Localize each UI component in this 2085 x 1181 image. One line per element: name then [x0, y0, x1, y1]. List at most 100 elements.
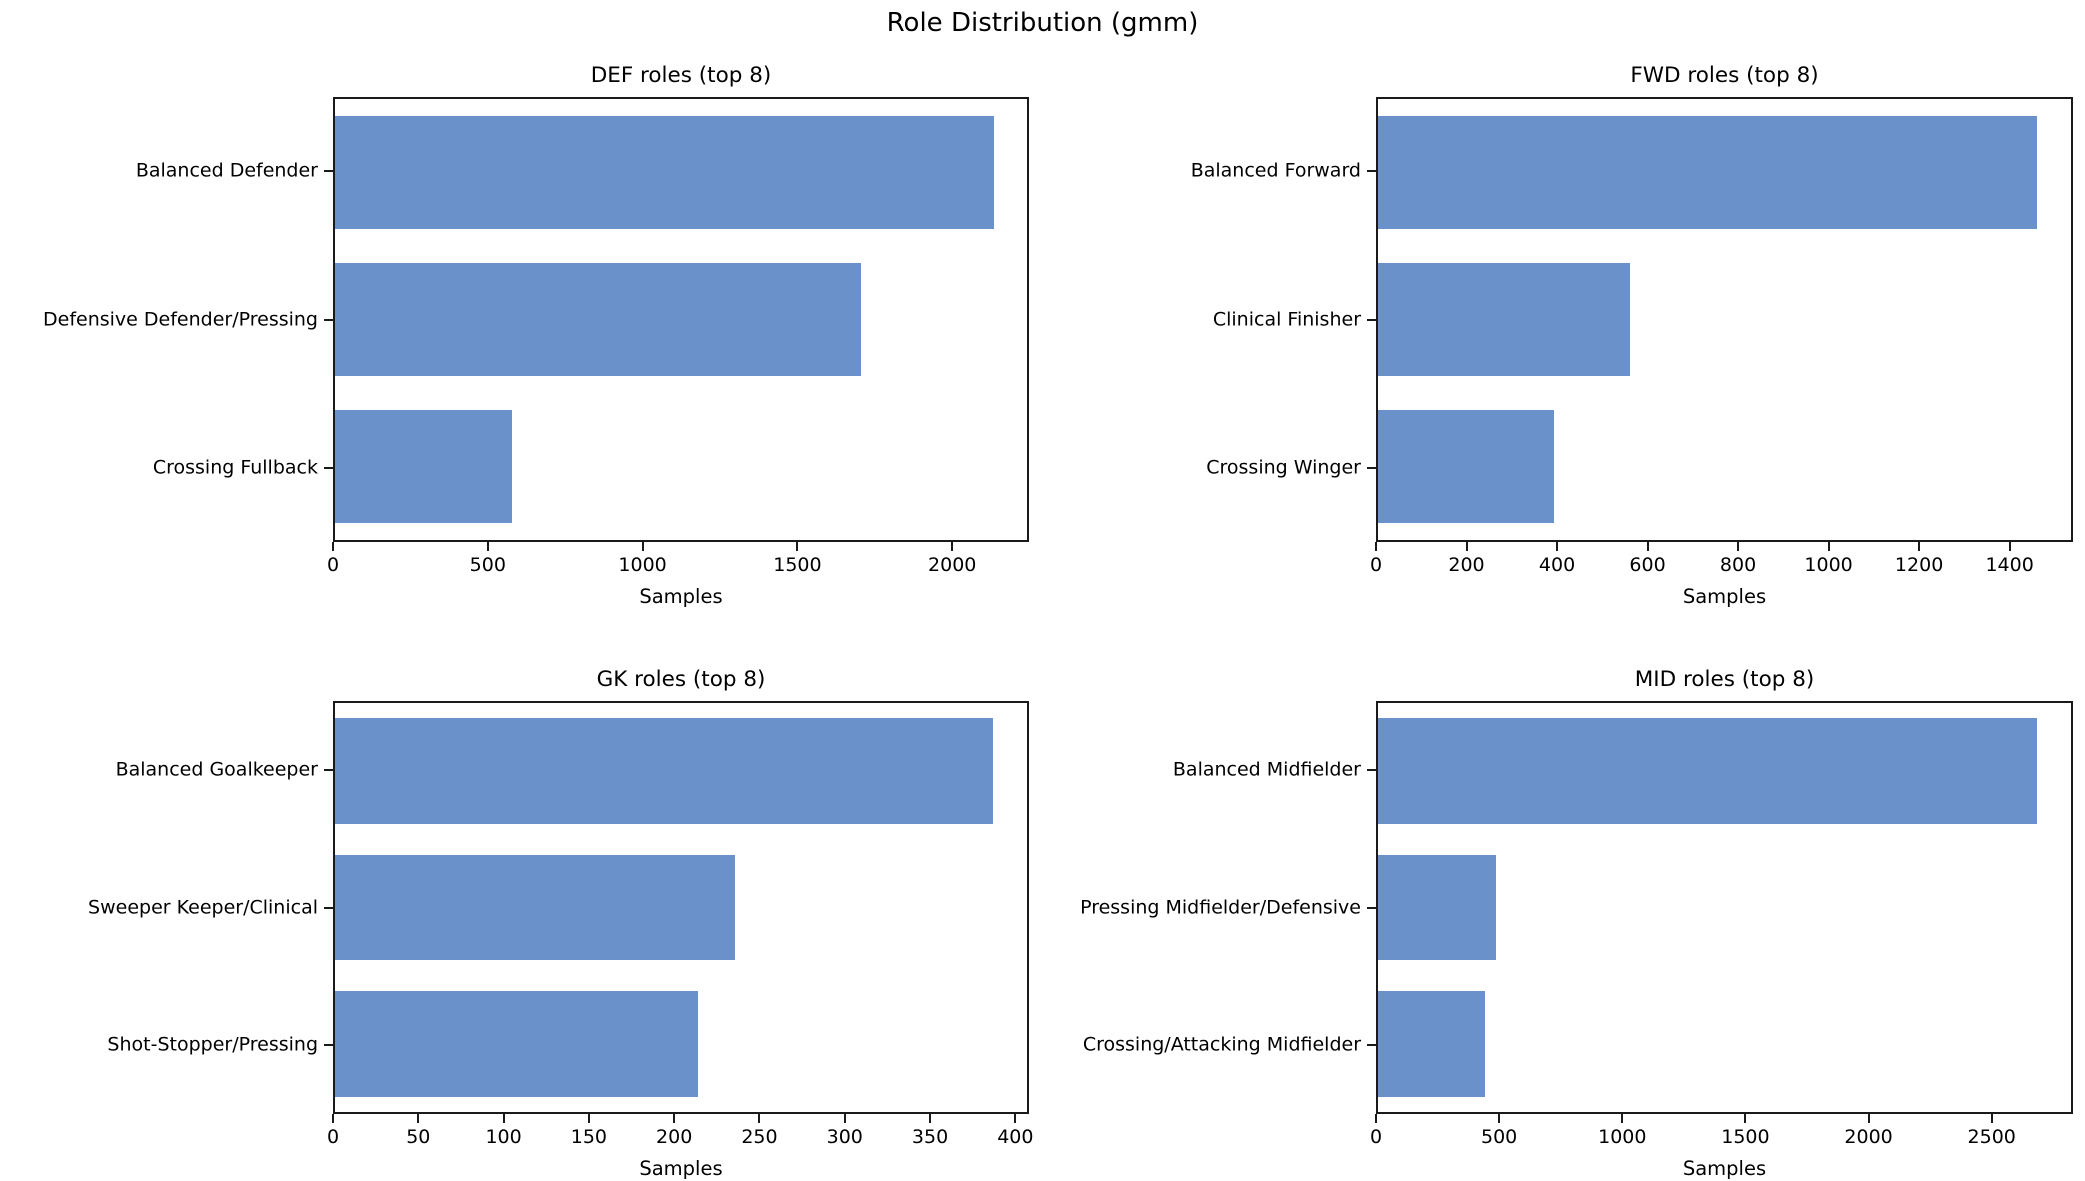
x-axis-label: Samples — [639, 1157, 723, 1180]
x-tick-mark — [332, 1114, 334, 1123]
bar-row — [1378, 99, 2071, 246]
x-tick-mark — [417, 1114, 420, 1123]
x-tick-label: 1000 — [618, 554, 667, 576]
y-tick-mark — [324, 906, 333, 909]
y-tick-label: Shot-Stopper/Pressing — [107, 1033, 318, 1056]
x-tick-label: 1500 — [1721, 1126, 1770, 1148]
bar — [1378, 409, 1554, 524]
bar-row — [335, 99, 1027, 246]
bar — [1378, 262, 1630, 377]
y-tick-mark — [324, 768, 333, 771]
y-tick-mark — [1367, 906, 1376, 909]
bar — [1378, 718, 2037, 824]
bar-row — [335, 839, 1027, 975]
x-tick-mark — [929, 1114, 932, 1123]
bar — [1378, 854, 1496, 961]
y-tick-mark — [324, 466, 333, 469]
x-tick-mark — [641, 542, 644, 551]
x-tick-mark — [486, 542, 489, 551]
x-tick-label: 0 — [1369, 1126, 1383, 1148]
x-tick-label: 0 — [1369, 554, 1383, 576]
x-tick-label: 100 — [485, 1126, 522, 1148]
x-tick-label: 0 — [326, 554, 340, 576]
x-tick-mark — [1465, 542, 1468, 551]
plot-area — [1376, 97, 2073, 542]
x-tick-mark — [332, 542, 334, 551]
y-tick-mark — [324, 318, 333, 321]
y-tick-mark — [1367, 466, 1376, 469]
x-tick-label: 0 — [326, 1126, 340, 1148]
x-tick-label: 600 — [1629, 554, 1666, 576]
bar — [335, 854, 736, 961]
x-tick-label: 500 — [469, 554, 506, 576]
x-tick-mark — [502, 1114, 505, 1123]
x-axis-label: Samples — [639, 585, 723, 608]
bars-container — [335, 703, 1027, 1112]
x-tick-mark — [1498, 1114, 1501, 1123]
bar-row — [335, 976, 1027, 1112]
x-tick-mark — [843, 1114, 846, 1123]
x-tick-label: 1000 — [1804, 554, 1853, 576]
x-tick-mark — [758, 1114, 761, 1123]
subplot-gk-roles: GK roles (top 8) Balanced Goalkeeper Swee… — [88, 667, 1033, 1178]
x-tick-label: 800 — [1719, 554, 1757, 576]
subplot-fwd-roles: FWD roles (top 8) Balanced Forward Clinic… — [1191, 63, 2073, 606]
bar — [335, 262, 862, 377]
x-tick-label: 500 — [1481, 1126, 1518, 1148]
plot-area — [333, 701, 1029, 1114]
x-tick-label: 350 — [911, 1126, 949, 1148]
y-tick-mark — [1367, 768, 1376, 771]
x-tick-label: 200 — [1448, 554, 1485, 576]
bar — [1378, 115, 2038, 230]
y-tick-label: Crossing Winger — [1206, 456, 1361, 479]
bar-row — [1378, 839, 2071, 975]
bar-row — [1378, 703, 2071, 839]
bars-container — [335, 99, 1027, 540]
x-tick-label: 1500 — [773, 554, 822, 576]
y-tick-label: Crossing Fullback — [152, 456, 318, 479]
x-tick-mark — [1827, 542, 1830, 551]
x-tick-label: 1400 — [1985, 554, 2034, 576]
x-tick-label: 2500 — [1967, 1126, 2016, 1148]
x-tick-label: 1200 — [1894, 554, 1944, 576]
figure-title: Role Distribution (gmm) — [886, 8, 1199, 38]
x-tick-mark — [1867, 1114, 1870, 1123]
y-tick-label: Balanced Defender — [135, 159, 318, 182]
bar — [335, 115, 994, 230]
x-tick-mark — [1621, 1114, 1624, 1123]
bar-row — [1378, 976, 2071, 1112]
y-tick-label: Crossing/Attacking Midfielder — [1082, 1033, 1361, 1056]
y-tick-label: Balanced Midfielder — [1172, 758, 1361, 781]
bar — [335, 718, 994, 824]
bar-row — [335, 703, 1027, 839]
y-tick-label: Sweeper Keeper/Clinical — [88, 896, 318, 918]
y-tick-label: Balanced Forward — [1190, 159, 1361, 182]
bar — [1378, 991, 1485, 1097]
y-tick-mark — [1367, 1044, 1376, 1047]
x-tick-mark — [1375, 1114, 1377, 1123]
x-tick-mark — [796, 542, 799, 551]
x-tick-mark — [1744, 1114, 1747, 1123]
plot-area — [333, 97, 1029, 542]
subplot-title: GK roles (top 8) — [596, 667, 766, 692]
bar-row — [335, 246, 1027, 393]
x-tick-mark — [1556, 542, 1559, 551]
bar-row — [1378, 393, 2071, 540]
x-axis-label: Samples — [1682, 585, 1767, 608]
subplot-mid-roles: MID roles (top 8) Balanced Midfielder Pre… — [1080, 667, 2073, 1178]
bar-row — [1378, 246, 2071, 393]
y-tick-label: Clinical Finisher — [1212, 308, 1361, 330]
bar-row — [335, 393, 1027, 540]
x-tick-mark — [1737, 542, 1740, 551]
x-tick-label: 150 — [570, 1126, 608, 1148]
x-tick-mark — [1014, 1114, 1017, 1123]
x-tick-mark — [951, 542, 954, 551]
y-tick-mark — [324, 170, 333, 173]
x-tick-mark — [1646, 542, 1649, 551]
x-tick-label: 400 — [1538, 554, 1576, 576]
bars-container — [1378, 99, 2071, 540]
x-tick-label: 50 — [406, 1126, 431, 1148]
x-tick-mark — [2008, 542, 2011, 551]
x-tick-label: 250 — [741, 1126, 778, 1148]
